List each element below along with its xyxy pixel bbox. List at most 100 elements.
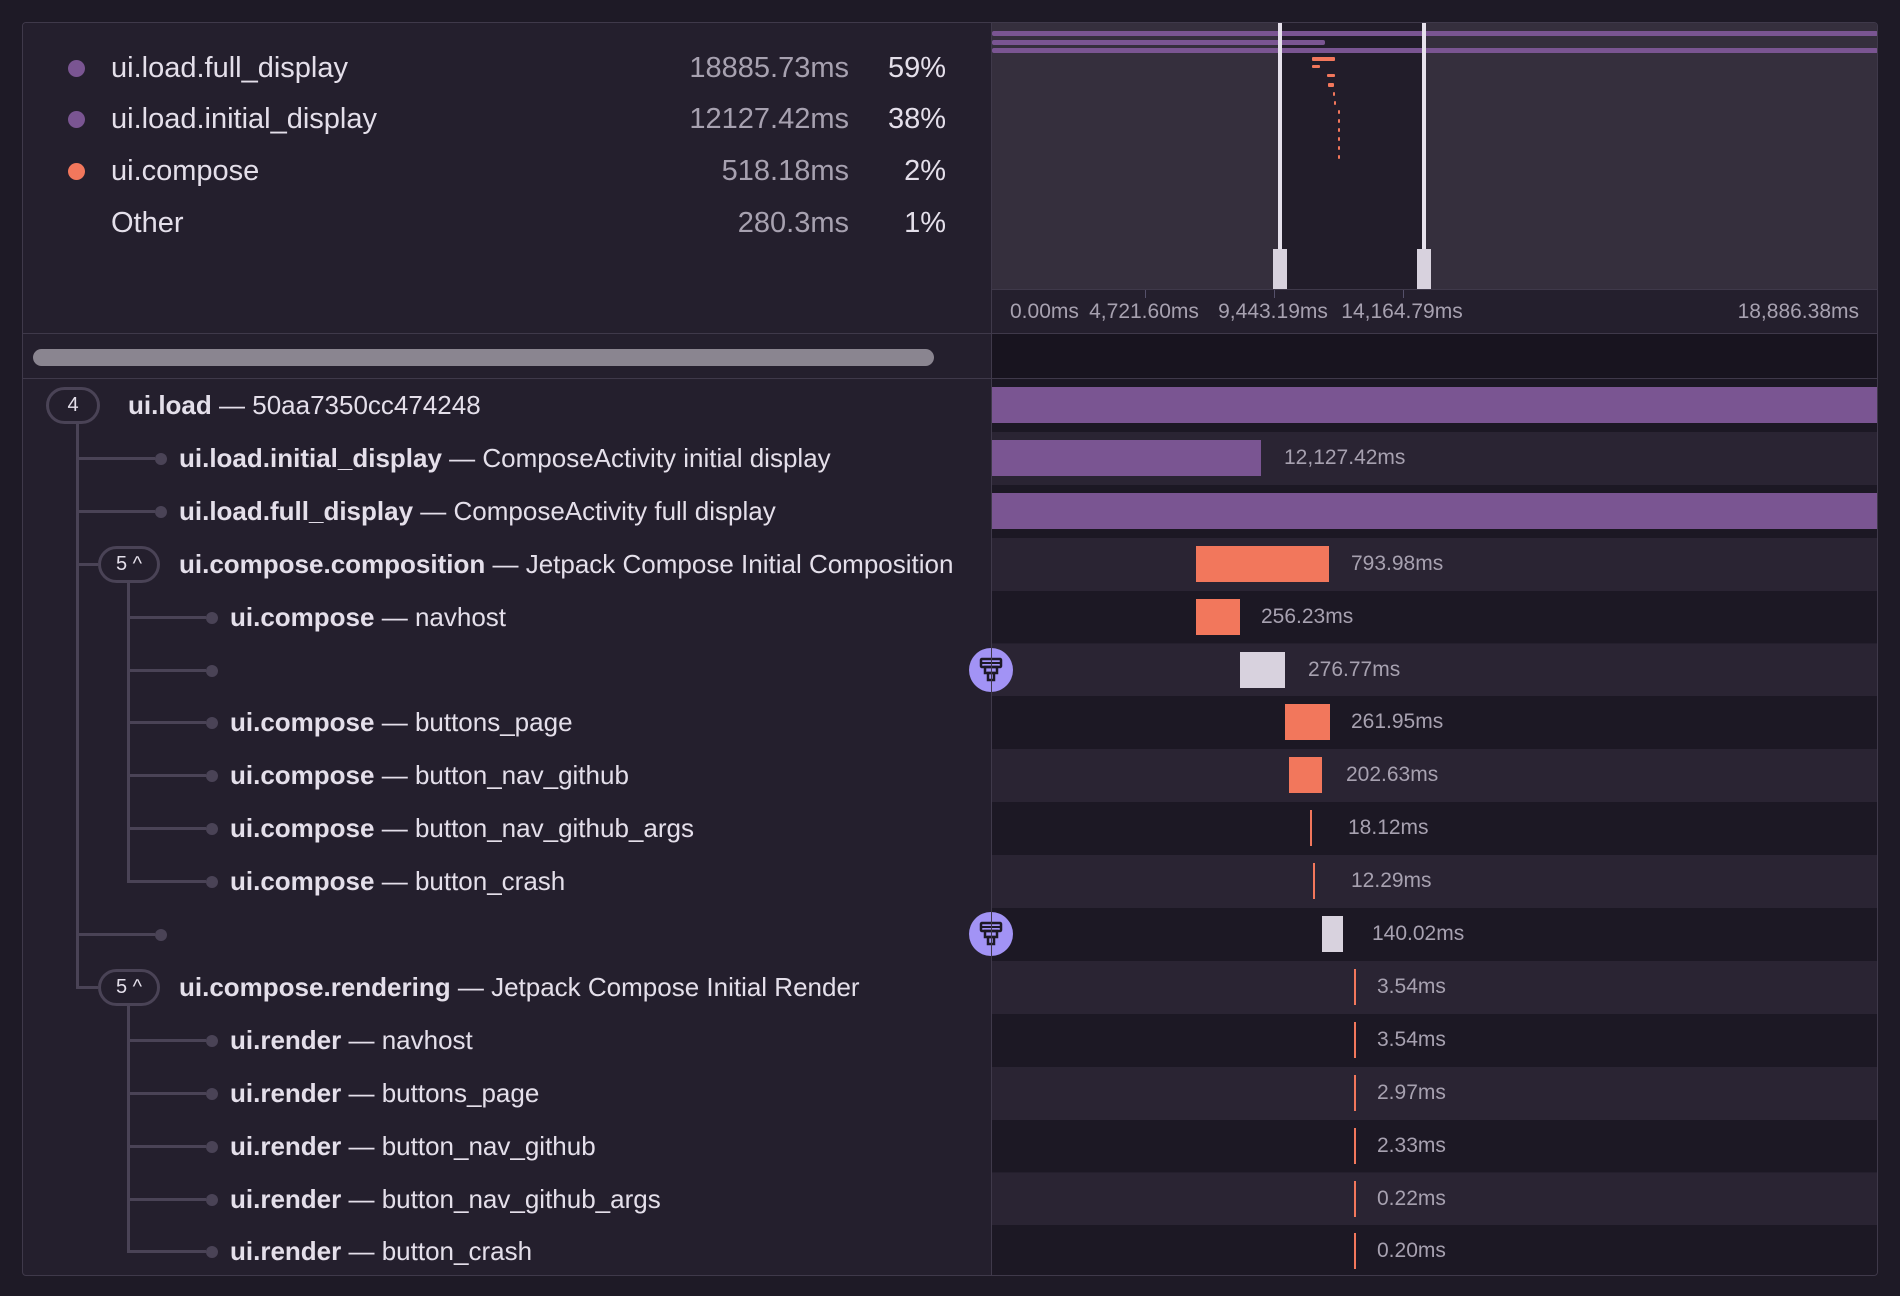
span-row[interactable]: ui.load — 50aa7350cc474248 4 [23, 379, 1877, 432]
span-description: Jetpack Compose Initial Render [491, 971, 860, 1002]
span-timeline-cell[interactable]: 2.33ms [992, 1119, 1877, 1173]
span-separator: — [374, 866, 415, 897]
span-label[interactable]: ui.render — navhost [230, 1014, 473, 1067]
span-bar[interactable] [1322, 916, 1343, 952]
span-bar[interactable] [1354, 1180, 1356, 1217]
tree-connector [127, 827, 206, 831]
span-timeline-cell[interactable]: 3.54ms [992, 1013, 1877, 1067]
minimap[interactable] [992, 23, 1877, 289]
span-label[interactable]: ui.render — button_crash [230, 1225, 532, 1275]
span-timeline-cell[interactable]: 261.95ms [992, 696, 1877, 750]
span-label[interactable]: ui.compose.rendering — Jetpack Compose I… [179, 961, 860, 1014]
span-bar[interactable] [1354, 1127, 1356, 1164]
tree-connector [127, 1250, 206, 1254]
span-row[interactable]: 3.54ms ui.render — navhost [23, 1013, 1877, 1067]
minimap-selection-window[interactable] [1280, 23, 1424, 289]
span-timeline-cell[interactable] [992, 484, 1877, 538]
span-bar[interactable] [1313, 863, 1315, 900]
span-row[interactable]: 0.22ms ui.render — button_nav_github_args [23, 1172, 1877, 1226]
tree-node-dot [206, 1193, 218, 1206]
span-separator: — [374, 707, 415, 738]
legend-duration: 12127.42ms [689, 103, 849, 135]
span-row[interactable]: 3.54ms ui.compose.rendering — Jetpack Com… [23, 960, 1877, 1014]
span-label[interactable]: ui.compose — button_nav_github_args [230, 802, 694, 855]
span-separator: — [211, 390, 253, 420]
span-label[interactable]: ui.render — button_nav_github [230, 1120, 596, 1173]
collapse-toggle[interactable]: 4 [46, 387, 100, 424]
collapse-toggle[interactable]: 5 ^ [98, 968, 160, 1006]
span-bar[interactable] [992, 387, 1877, 423]
span-timeline-cell[interactable]: 2.97ms [992, 1066, 1877, 1120]
span-row[interactable]: 202.63ms ui.compose — button_nav_github [23, 749, 1877, 803]
span-bar[interactable] [992, 492, 1877, 529]
tree-node-dot [155, 929, 167, 941]
span-label[interactable]: ui.load — 50aa7350cc474248 [128, 379, 481, 432]
span-bar[interactable] [1196, 545, 1329, 582]
span-row[interactable]: 12,127.42ms ui.load.initial_display — Com… [23, 431, 1877, 485]
span-timeline-cell[interactable]: 12.29ms [992, 855, 1877, 908]
span-bar[interactable] [1354, 968, 1356, 1005]
axis-tick [1145, 290, 1146, 298]
span-bar[interactable] [1354, 1233, 1356, 1270]
span-timeline-cell[interactable]: 12,127.42ms [992, 431, 1877, 485]
span-row[interactable]: ui.load.full_display — ComposeActivity f… [23, 484, 1877, 538]
span-description: navhost [414, 601, 507, 632]
legend-color-dot [68, 111, 85, 128]
span-operation: ui.compose [230, 866, 375, 897]
span-bar[interactable] [1289, 757, 1322, 794]
horizontal-scrollbar[interactable] [33, 349, 934, 366]
span-timeline-cell[interactable]: 256.23ms [992, 590, 1877, 644]
span-timeline-cell[interactable]: 140.02ms [969, 908, 1877, 961]
span-row[interactable]: 2.97ms ui.render — buttons_page [23, 1066, 1877, 1120]
collapse-toggle[interactable]: 5 ^ [98, 545, 160, 583]
span-bar[interactable] [1354, 1021, 1356, 1058]
span-label[interactable]: ui.load.initial_display — ComposeActivit… [179, 432, 831, 485]
selection-handle-line[interactable] [1422, 23, 1426, 263]
span-timeline-cell[interactable]: 276.77ms [969, 643, 1877, 697]
span-label[interactable]: ui.render — buttons_page [230, 1067, 539, 1120]
span-row[interactable]: 0.20ms ui.render — button_crash [23, 1225, 1877, 1275]
minimap-span [992, 31, 1877, 36]
span-row[interactable]: 18.12ms ui.compose — button_nav_github_ar… [23, 802, 1877, 856]
span-timeline-cell[interactable]: 3.54ms [992, 960, 1877, 1014]
span-label[interactable]: ui.compose — buttons_page [230, 696, 573, 749]
minimap-span [1338, 146, 1340, 150]
selection-handle[interactable] [1273, 249, 1287, 289]
span-timeline-cell[interactable] [992, 379, 1877, 432]
span-label[interactable]: ui.compose.composition — Jetpack Compose… [179, 538, 953, 591]
span-operation: ui.render [230, 1024, 342, 1055]
span-bar[interactable] [1240, 651, 1285, 688]
span-bar[interactable] [1354, 1074, 1356, 1111]
span-label[interactable]: ui.load.full_display — ComposeActivity f… [179, 485, 776, 538]
span-timeline-cell[interactable]: 202.63ms [992, 749, 1877, 803]
minimap-span [1328, 83, 1334, 87]
span-row[interactable]: 261.95ms ui.compose — buttons_page [23, 696, 1877, 750]
span-row[interactable]: 276.77ms [23, 643, 1877, 697]
span-label[interactable]: ui.render — button_nav_github_args [230, 1173, 661, 1226]
tree-node-dot [206, 664, 218, 677]
selection-handle-line[interactable] [1278, 23, 1282, 263]
selection-handle[interactable] [1417, 249, 1431, 289]
span-row[interactable]: 793.98ms ui.compose.composition — Jetpack… [23, 537, 1877, 591]
span-label[interactable]: ui.compose — button_crash [230, 855, 565, 908]
span-label[interactable]: ui.compose — navhost [230, 591, 506, 644]
span-bar[interactable] [1196, 598, 1240, 635]
pane-divider[interactable] [991, 23, 992, 1275]
span-timeline-cell[interactable]: 0.20ms [992, 1225, 1877, 1275]
span-label[interactable]: ui.compose — button_nav_github [230, 749, 629, 802]
span-row[interactable]: 12.29ms ui.compose — button_crash [23, 855, 1877, 908]
span-timeline-cell[interactable]: 793.98ms [992, 537, 1877, 591]
span-bar[interactable] [1285, 704, 1330, 741]
tree-node-dot [206, 876, 218, 889]
span-row[interactable]: 2.33ms ui.render — button_nav_github [23, 1119, 1877, 1173]
span-bar[interactable] [992, 439, 1261, 476]
span-row[interactable]: 256.23ms ui.compose — navhost [23, 590, 1877, 644]
span-timeline-cell[interactable]: 0.22ms [992, 1172, 1877, 1226]
span-duration: 793.98ms [1351, 551, 1444, 575]
minimap-span [1338, 110, 1340, 114]
span-duration: 0.20ms [1377, 1239, 1446, 1263]
span-row[interactable]: 140.02ms [23, 908, 1877, 961]
span-bar[interactable] [1310, 810, 1312, 847]
span-timeline-cell[interactable]: 18.12ms [992, 802, 1877, 856]
minimap-span [1338, 128, 1340, 132]
